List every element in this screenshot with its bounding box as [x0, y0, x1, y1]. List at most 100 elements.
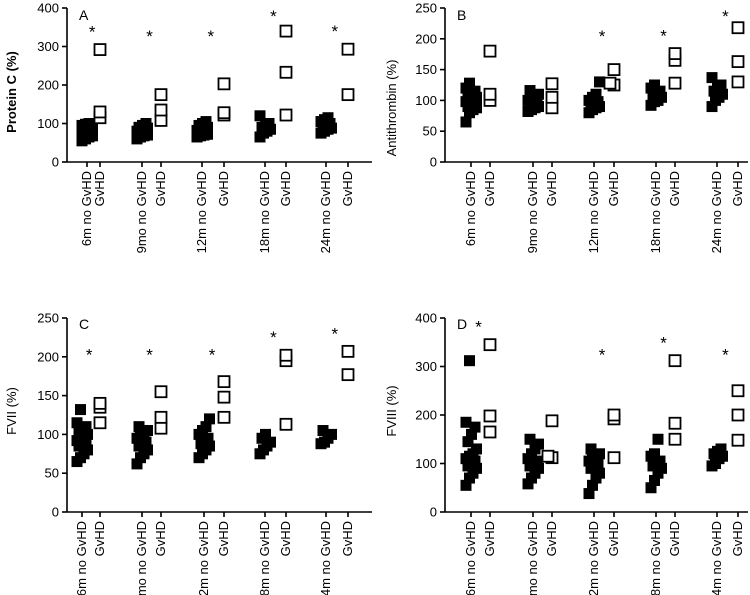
x-tick-label: GvHD	[278, 521, 293, 556]
gvhd-point	[154, 421, 168, 435]
y-tick-label: 150	[37, 388, 59, 403]
significance-star: *	[209, 346, 216, 365]
significance-star: *	[722, 346, 729, 365]
significance-star: *	[331, 22, 338, 41]
panel-label: C	[79, 316, 89, 332]
x-tick-label: GvHD	[544, 171, 559, 206]
x-tick-label: GvHD	[606, 521, 621, 556]
no-gvhd-point	[594, 467, 605, 479]
x-tick-label: 9mo no GvHD	[525, 521, 540, 595]
no-gvhd-point	[200, 421, 212, 433]
gvhd-point	[483, 87, 497, 101]
gvhd-point	[545, 77, 559, 91]
x-tick-label: GvHD	[216, 521, 231, 556]
gvhd-point	[668, 76, 682, 90]
y-tick-label: 200	[415, 31, 437, 46]
gvhd-point	[154, 385, 168, 399]
gvhd-point	[93, 396, 107, 410]
y-tick-label: 200	[415, 408, 437, 423]
no-gvhd-point	[464, 77, 475, 89]
x-tick-label: GvHD	[153, 171, 168, 206]
no-gvhd-point	[317, 425, 329, 437]
x-tick-label: GvHD	[216, 171, 231, 206]
gvhd-point	[217, 375, 231, 389]
panel-label: B	[457, 7, 466, 23]
y-tick-label: 0	[52, 155, 59, 170]
no-gvhd-point	[649, 79, 660, 91]
x-tick-label: 24m no GvHD	[709, 521, 724, 595]
no-gvhd-point	[531, 455, 543, 467]
no-gvhd-point	[471, 443, 482, 455]
no-gvhd-point	[587, 479, 598, 491]
gvhd-point	[607, 408, 621, 422]
x-tick-label: 6m no GvHD	[463, 171, 478, 246]
y-tick-label: 100	[37, 427, 59, 442]
gvhd-point	[545, 101, 559, 115]
y-axis-label: Antithrombin (%)	[384, 60, 399, 157]
significance-star: *	[86, 346, 93, 365]
significance-star: *	[146, 27, 153, 46]
no-gvhd-point	[585, 443, 597, 455]
x-tick-label: 24m no GvHD	[318, 521, 333, 595]
y-axis-label: Protein C (%)	[4, 51, 19, 133]
no-gvhd-point	[460, 416, 472, 428]
no-gvhd-point	[715, 79, 727, 91]
x-tick-label: GvHD	[482, 521, 497, 556]
x-tick-label: GvHD	[544, 521, 559, 556]
significance-star: *	[599, 27, 606, 46]
no-gvhd-point	[142, 444, 153, 456]
gvhd-point	[668, 432, 682, 446]
x-tick-label: 6m no GvHD	[79, 171, 94, 246]
significance-star: *	[599, 346, 606, 365]
x-tick-label: 18m no GvHD	[648, 521, 663, 595]
x-tick-label: GvHD	[606, 171, 621, 206]
y-tick-label: 400	[415, 311, 437, 326]
significance-star: *	[331, 324, 338, 343]
y-axis-label: FVII (%)	[4, 387, 19, 435]
no-gvhd-point	[140, 118, 152, 129]
no-gvhd-point	[464, 355, 475, 367]
x-tick-label: GvHD	[340, 171, 355, 206]
gvhd-point	[93, 105, 107, 119]
no-gvhd-point	[706, 101, 718, 113]
gvhd-point	[731, 433, 745, 447]
y-tick-label: 0	[52, 505, 59, 520]
gvhd-point	[545, 414, 559, 428]
gvhd-point	[154, 88, 168, 102]
y-tick-label: 400	[37, 1, 59, 16]
x-tick-label: GvHD	[92, 171, 107, 206]
x-tick-label: 6m no GvHD	[74, 521, 89, 595]
gvhd-point	[731, 21, 745, 35]
gvhd-point	[217, 410, 231, 424]
gvhd-point	[483, 338, 497, 352]
gvhd-point	[603, 76, 617, 90]
x-tick-label: GvHD	[667, 521, 682, 556]
no-gvhd-point	[131, 458, 143, 470]
significance-star: *	[270, 7, 277, 26]
x-tick-label: GvHD	[153, 521, 168, 556]
y-tick-label: 100	[415, 456, 437, 471]
gvhd-point	[607, 451, 621, 465]
x-tick-label: 18m no GvHD	[257, 521, 272, 595]
gvhd-point	[341, 42, 355, 56]
no-gvhd-point	[204, 413, 215, 425]
no-gvhd-point	[140, 436, 152, 448]
significance-star: *	[146, 346, 153, 365]
x-tick-label: 9mo no GvHD	[134, 521, 149, 595]
x-tick-label: 6m no GvHD	[463, 521, 478, 595]
significance-star: *	[475, 318, 482, 337]
gvhd-point	[607, 63, 621, 76]
no-gvhd-point	[75, 404, 86, 416]
panel-label: A	[79, 7, 89, 23]
no-gvhd-point	[322, 112, 334, 124]
gvhd-point	[341, 88, 355, 102]
no-gvhd-point	[462, 436, 474, 448]
no-gvhd-point	[263, 118, 275, 129]
no-gvhd-point	[326, 428, 337, 440]
y-tick-label: 50	[423, 124, 437, 139]
gvhd-point	[279, 24, 293, 38]
gvhd-point	[668, 47, 682, 60]
y-tick-label: 250	[415, 1, 437, 16]
no-gvhd-point	[200, 116, 212, 128]
